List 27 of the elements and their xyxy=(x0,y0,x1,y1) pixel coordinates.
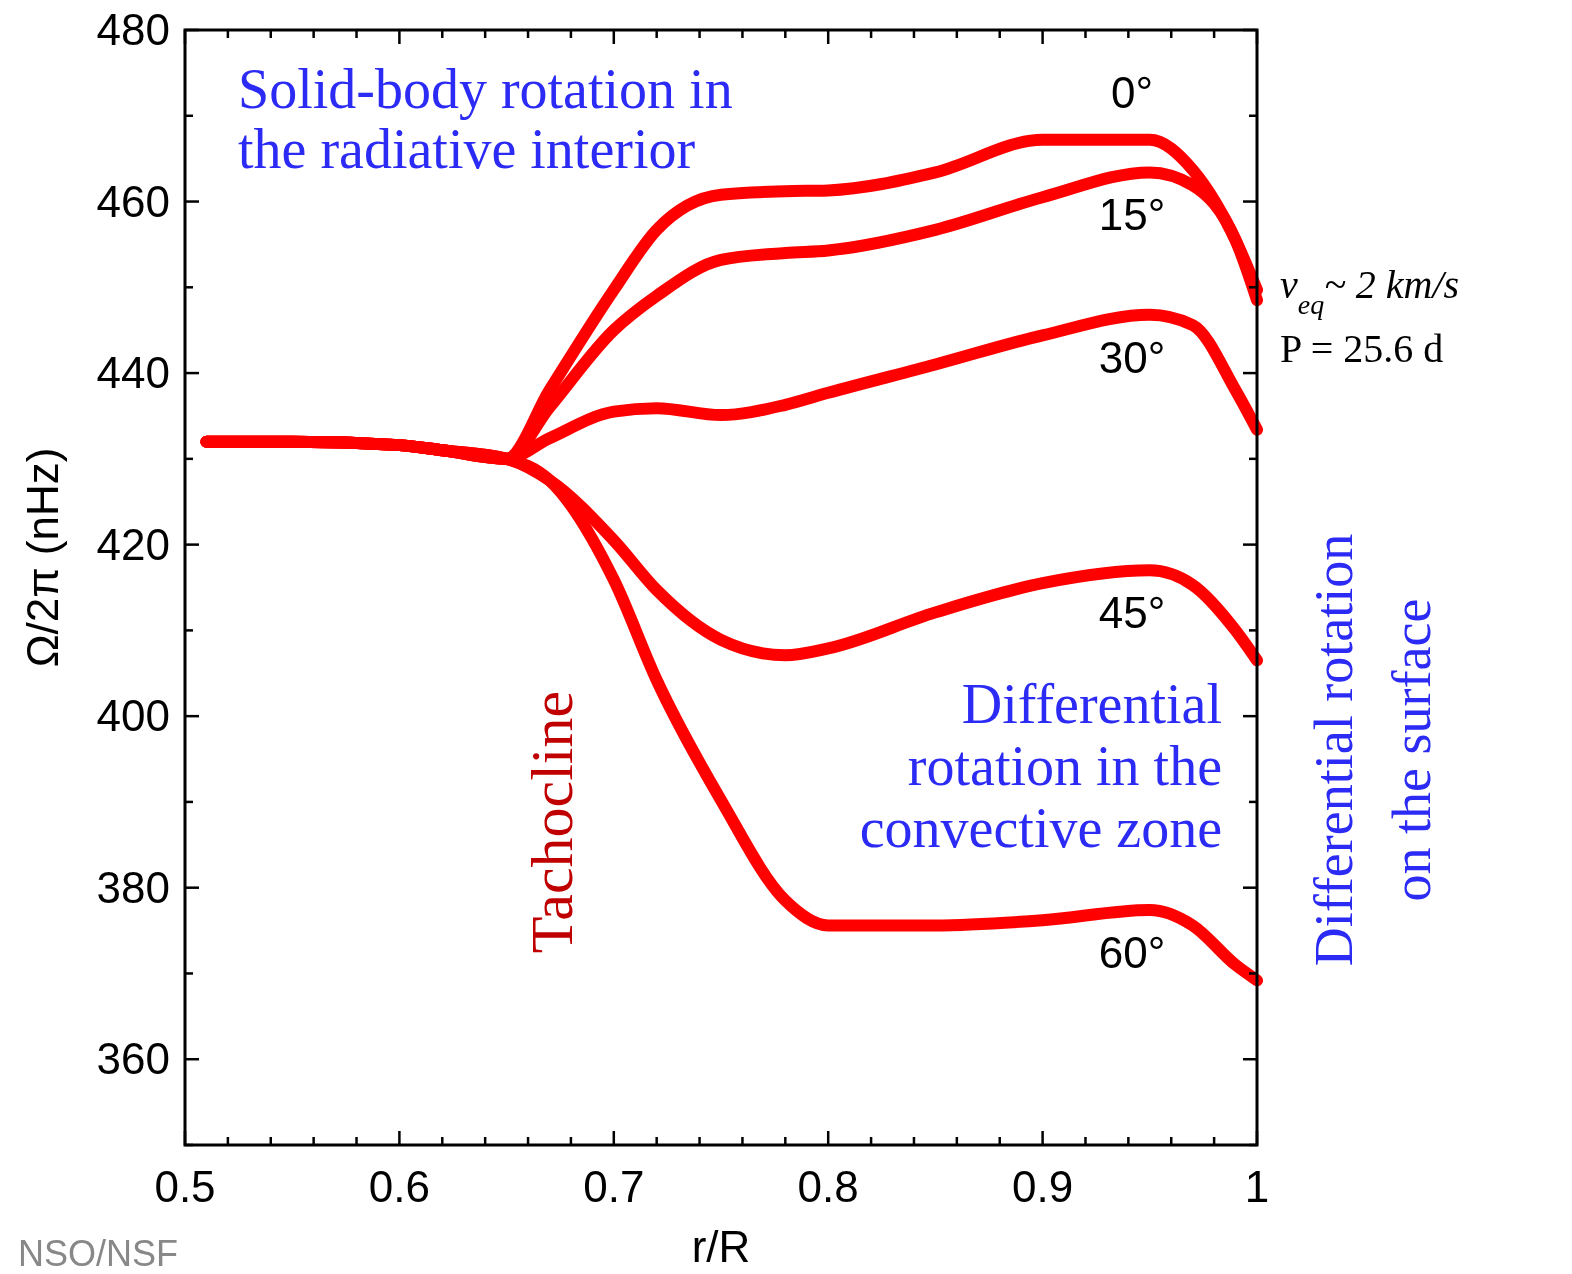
series-label: 15° xyxy=(1098,190,1166,240)
y-tick-label: 440 xyxy=(96,348,170,398)
x-tick-label: 0.9 xyxy=(1012,1162,1074,1211)
text: v$_{eq}$~ 2 km/s xyxy=(1280,262,1460,320)
text: P = 25.6 d xyxy=(1280,326,1444,371)
y-tick-label: 380 xyxy=(96,862,170,912)
x-tick-label: 1 xyxy=(1244,1162,1270,1211)
x-tick-label: 0.5 xyxy=(154,1162,216,1211)
x-tick-label: 0.7 xyxy=(583,1162,645,1211)
annotation: Solid-body rotation in the radiative interior xyxy=(238,58,733,180)
y-axis-title: Ω/2π (nHz) xyxy=(18,447,67,668)
x-axis-title: r/R xyxy=(691,1222,751,1271)
series-label: 30° xyxy=(1098,332,1166,382)
series-label: 0° xyxy=(1110,67,1154,117)
annotation: Differential rotation in the convective zone xyxy=(859,673,1222,859)
text: NSO/NSF xyxy=(18,1233,179,1274)
series-label: 45° xyxy=(1098,588,1166,638)
series-label: 60° xyxy=(1098,927,1166,977)
y-tick-label: 420 xyxy=(96,519,170,569)
y-tick-label: 460 xyxy=(96,176,170,226)
x-tick-label: 0.6 xyxy=(368,1162,430,1211)
text: Differential rotation on the surface xyxy=(1304,533,1442,967)
y-tick-label: 400 xyxy=(96,691,170,741)
y-tick-label: 360 xyxy=(96,1034,170,1084)
y-tick-label: 480 xyxy=(96,5,170,54)
annotation: Tachocline xyxy=(519,690,585,954)
x-tick-label: 0.8 xyxy=(797,1162,859,1211)
